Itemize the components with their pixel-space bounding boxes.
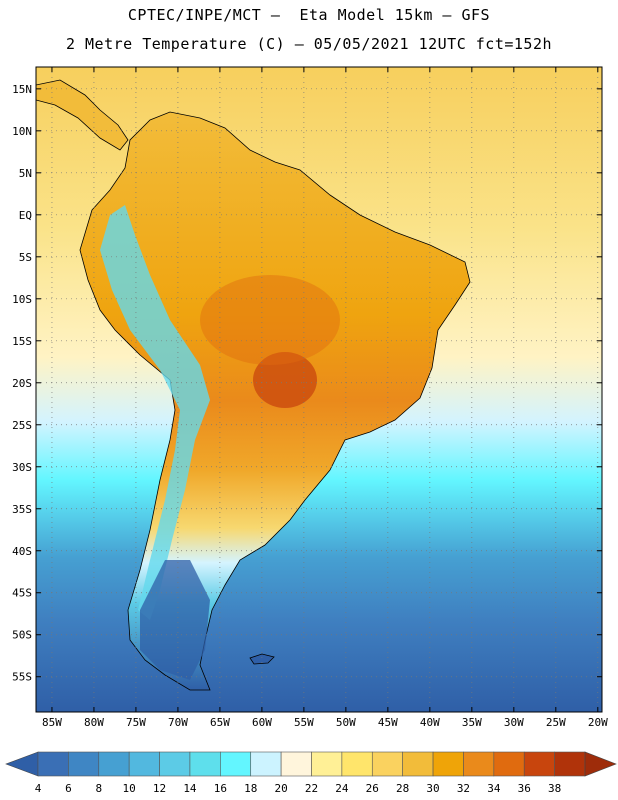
chart-title-line-2: 2 Metre Temperature (C) – 05/05/2021 12U… (65, 35, 553, 53)
lat-label: 10S (12, 293, 32, 306)
colorbar-cell (68, 751, 100, 777)
colorbar-high-arrow (584, 751, 617, 777)
colorbar-cell (128, 751, 160, 777)
lat-label: 35S (12, 503, 32, 516)
lon-label: 65W (210, 716, 230, 729)
colorbar-label: 30 (426, 782, 439, 795)
andes-cool-strip (100, 205, 210, 620)
colorbar-cell (250, 751, 282, 777)
colorbar-cell (432, 751, 464, 777)
lat-label: 55S (12, 671, 32, 684)
lat-label: 5N (19, 167, 32, 180)
lon-label: 85W (42, 716, 62, 729)
colorbar-label: 34 (487, 782, 501, 795)
colorbar-cell (341, 751, 373, 777)
colorbar-cell (523, 751, 555, 777)
colorbar-label: 16 (214, 782, 227, 795)
chart-title-line-1: CPTEC/INPE/MCT – Eta Model 15km – GFS (127, 6, 491, 24)
warm-core-region (200, 275, 340, 365)
lat-label: 40S (12, 545, 32, 558)
colorbar-cell (220, 751, 252, 777)
lat-label: 25S (12, 419, 32, 432)
latitude-labels: 15N 10N 5N EQ 5S 10S 15S 20S 25S 30S 35S 40S 45S 50S 5… (12, 83, 32, 684)
lat-label: 45S (12, 587, 32, 600)
colorbar-label: 32 (457, 782, 470, 795)
falkland-islands (249, 653, 275, 665)
lon-label: 35W (462, 716, 482, 729)
colorbar-cell (463, 751, 495, 777)
colorbar-cell (371, 751, 403, 777)
lon-label: 50W (336, 716, 356, 729)
colorbar-cell (280, 751, 312, 777)
colorbar-label: 36 (518, 782, 531, 795)
lon-label: 70W (168, 716, 188, 729)
lat-label: 5S (19, 251, 32, 264)
colorbar: 4 6 8 10 12 14 16 18 20 22 24 26 28 30 32 34 36 38 (5, 751, 617, 795)
lat-label: 50S (12, 629, 32, 642)
colorbar-label: 26 (366, 782, 379, 795)
colorbar-label: 24 (335, 782, 349, 795)
map-frame (35, 66, 603, 713)
colorbar-label: 20 (274, 782, 287, 795)
lon-label: 60W (252, 716, 272, 729)
colorbar-cell (98, 751, 130, 777)
lat-label: 15N (12, 83, 32, 96)
hot-core-region (253, 352, 317, 408)
colorbar-label: 28 (396, 782, 409, 795)
colorbar-label: 38 (548, 782, 561, 795)
central-america-land (36, 79, 129, 151)
lat-label: 30S (12, 461, 32, 474)
colorbar-label: 6 (65, 782, 72, 795)
lat-label: 10N (12, 125, 32, 138)
colorbar-label: 10 (123, 782, 136, 795)
lat-label: 15S (12, 335, 32, 348)
longitude-labels: 85W 80W 75W 70W 65W 60W 55W 50W 45W 40W 35W 30W 25W 2… (42, 716, 608, 729)
lon-label: 30W (504, 716, 524, 729)
lon-label: 80W (84, 716, 104, 729)
colorbar-label: 22 (305, 782, 318, 795)
colorbar-label: 8 (95, 782, 102, 795)
axis-ticks (36, 67, 602, 712)
lon-label: 40W (420, 716, 440, 729)
lon-label: 75W (126, 716, 146, 729)
lon-label: 55W (294, 716, 314, 729)
colorbar-cell (37, 751, 69, 777)
colorbar-low-arrow (5, 751, 39, 777)
colorbar-cell (493, 751, 525, 777)
lat-label: 20S (12, 377, 32, 390)
patagonia-cold-region (140, 560, 210, 680)
colorbar-cell (402, 751, 434, 777)
colorbar-label: 14 (183, 782, 197, 795)
lat-label: EQ (19, 209, 32, 222)
lon-label: 25W (546, 716, 566, 729)
colorbar-cell (189, 751, 221, 777)
colorbar-label: 4 (35, 782, 42, 795)
colorbar-cell (159, 751, 191, 777)
colorbar-cell (311, 751, 343, 777)
colorbar-cell (554, 751, 586, 777)
lon-label: 20W (588, 716, 608, 729)
colorbar-label: 12 (153, 782, 166, 795)
colorbar-label: 18 (244, 782, 257, 795)
lon-label: 45W (378, 716, 398, 729)
